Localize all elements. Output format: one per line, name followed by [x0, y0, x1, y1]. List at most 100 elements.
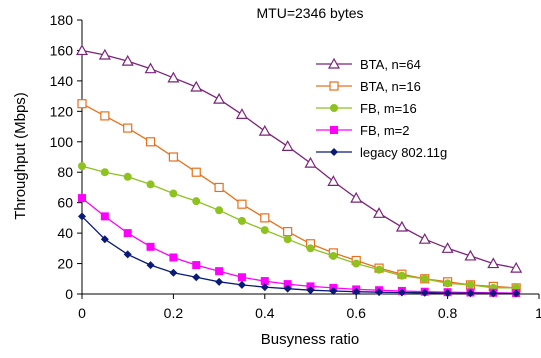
data-point: [304, 156, 317, 168]
data-point: [146, 180, 155, 189]
data-point: [283, 226, 293, 237]
data-point: [75, 44, 89, 56]
data-point: [512, 289, 521, 298]
data-point: [237, 216, 246, 225]
y-tick-label: 80: [57, 164, 73, 180]
x-tick-label: 0.6: [346, 305, 366, 321]
data-point: [329, 286, 338, 295]
data-point: [190, 80, 203, 92]
x-tick-label: 0.4: [255, 305, 275, 321]
data-point: [397, 271, 406, 280]
data-point: [213, 92, 226, 104]
data-point: [260, 226, 269, 235]
data-point: [260, 283, 269, 292]
data-point: [192, 261, 201, 270]
data-point: [329, 251, 338, 260]
series-line: [81, 49, 517, 269]
data-point: [215, 277, 224, 286]
series-2: [78, 162, 521, 292]
data-point: [168, 152, 178, 162]
data-point: [283, 284, 292, 293]
data-point: [215, 267, 224, 276]
x-tick-label: 0.2: [164, 305, 184, 321]
data-point: [487, 257, 500, 269]
axes: 0 20 40 60 80 100 120 140 160 180 0 0.2 0.4 0.6 0.8 1: [50, 12, 541, 321]
y-tick-label: 120: [50, 103, 74, 119]
data-point: [443, 279, 452, 288]
x-tick-label: 0: [78, 305, 86, 321]
data-point: [123, 172, 132, 181]
y-tick-label: 100: [50, 134, 74, 150]
data-point: [169, 253, 178, 262]
series-4: [78, 212, 521, 298]
data-point: [350, 191, 363, 203]
legend-item: BTA, n=16: [316, 79, 421, 94]
data-point: [169, 189, 178, 198]
data-point: [78, 162, 86, 171]
data-point: [420, 274, 429, 283]
x-tick-label: 0.8: [438, 305, 458, 321]
data-point: [373, 207, 386, 218]
data-point: [443, 289, 452, 298]
legend-marker: [330, 148, 338, 156]
legend-item: FB, m=16: [316, 101, 417, 116]
data-point: [192, 197, 201, 206]
data-point: [100, 111, 110, 121]
data-point: [123, 229, 132, 238]
legend-label: BTA, n=64: [360, 57, 421, 72]
legend-item: BTA, n=64: [316, 57, 421, 72]
data-point: [78, 212, 86, 221]
x-tick-label: 1: [535, 305, 541, 321]
data-point: [306, 244, 315, 253]
legend-label: legacy 802.11g: [360, 145, 447, 160]
legend-label: FB, m=2: [360, 123, 410, 138]
series-layer: [75, 44, 523, 298]
data-point: [192, 273, 201, 282]
data-point: [237, 199, 247, 209]
data-point: [260, 213, 270, 223]
data-point: [395, 220, 408, 232]
data-point: [144, 62, 157, 74]
y-axis-title: Throughput (Mbps): [12, 92, 29, 220]
data-point: [464, 249, 477, 261]
data-point: [420, 288, 429, 297]
data-point: [215, 206, 224, 215]
data-point: [283, 280, 292, 289]
data-point: [191, 167, 201, 177]
data-point: [258, 124, 271, 136]
legend-item: FB, m=2: [316, 123, 410, 138]
data-point: [283, 235, 292, 244]
data-point: [237, 280, 246, 289]
y-tick-label: 40: [57, 225, 73, 241]
data-point: [466, 280, 475, 289]
legend-label: BTA, n=16: [360, 79, 421, 94]
data-point: [489, 289, 498, 298]
data-point: [100, 168, 109, 177]
data-point: [327, 175, 340, 186]
data-point: [306, 286, 315, 295]
data-point: [100, 212, 109, 221]
y-tick-label: 180: [50, 12, 74, 28]
data-point: [281, 140, 294, 151]
data-point: [123, 123, 133, 133]
legend-marker: [329, 81, 339, 91]
data-point: [145, 137, 156, 147]
y-tick-label: 20: [57, 256, 73, 272]
legend-marker: [330, 104, 338, 112]
data-point: [510, 261, 523, 273]
data-point: [235, 108, 248, 119]
data-point: [375, 265, 384, 274]
legend-item: legacy 802.11g: [316, 145, 447, 160]
series-line: [81, 103, 517, 289]
data-point: [375, 288, 384, 297]
data-point: [260, 277, 269, 286]
data-point: [352, 259, 361, 268]
data-point: [214, 182, 224, 193]
y-tick-label: 140: [50, 73, 74, 89]
data-point: [441, 242, 454, 253]
data-point: [100, 235, 109, 244]
legend-marker: [327, 57, 341, 69]
series-1: [77, 99, 521, 293]
